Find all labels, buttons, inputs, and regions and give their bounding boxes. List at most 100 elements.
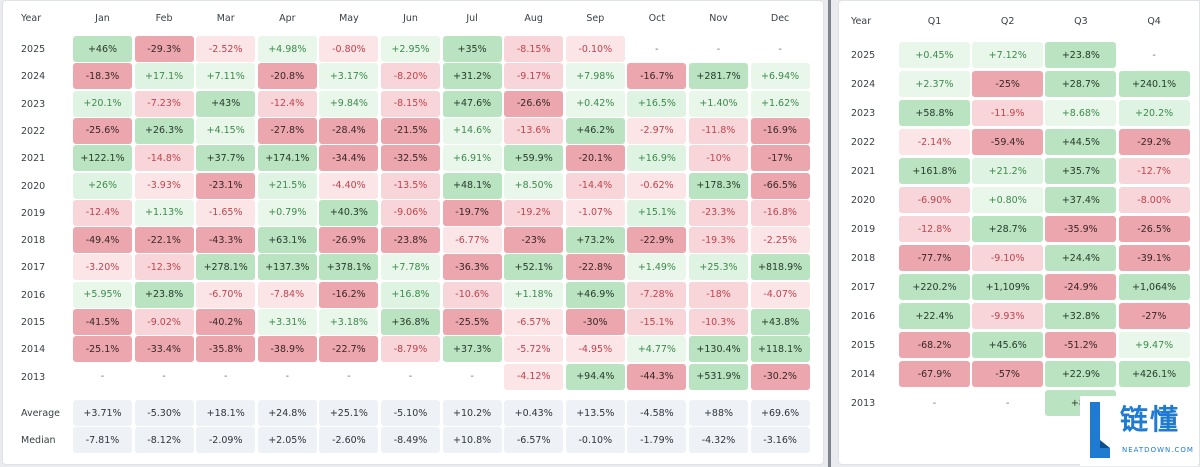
return-cell[interactable]: -26.6%: [504, 90, 564, 117]
return-cell[interactable]: +1,109%: [972, 274, 1044, 300]
return-cell[interactable]: +47.6%: [442, 90, 502, 117]
return-cell[interactable]: +23.8%: [1045, 42, 1117, 68]
return-cell[interactable]: +6.91%: [442, 145, 502, 172]
return-cell[interactable]: -: [932, 397, 937, 409]
return-cell[interactable]: -36.3%: [442, 254, 502, 281]
return-cell[interactable]: -14.8%: [134, 145, 194, 172]
return-cell[interactable]: -2.52%: [196, 36, 256, 62]
return-cell[interactable]: -51.2%: [1045, 332, 1117, 358]
return-cell[interactable]: +17.1%: [134, 63, 194, 90]
month-header-may[interactable]: May: [339, 12, 359, 24]
return-cell[interactable]: -9.17%: [504, 63, 564, 90]
return-cell[interactable]: -35.8%: [196, 336, 256, 363]
return-cell[interactable]: -4.12%: [504, 363, 564, 390]
month-header-sep[interactable]: Sep: [586, 12, 605, 24]
return-cell[interactable]: +7.98%: [565, 63, 625, 90]
return-cell[interactable]: +63.1%: [257, 227, 317, 254]
return-cell[interactable]: -: [408, 371, 413, 383]
return-cell[interactable]: +531.9%: [689, 363, 748, 390]
return-cell[interactable]: +220.2%: [899, 274, 970, 300]
return-cell[interactable]: +94.4%: [565, 363, 625, 390]
return-cell[interactable]: -16.2%: [319, 281, 379, 308]
return-cell[interactable]: +2.37%: [899, 71, 970, 97]
return-cell[interactable]: +36.8%: [381, 309, 440, 335]
return-cell[interactable]: -27%: [1118, 303, 1190, 329]
return-cell[interactable]: -17%: [750, 145, 810, 172]
month-header-jan[interactable]: Jan: [95, 12, 110, 24]
return-cell[interactable]: -30%: [565, 309, 625, 335]
return-cell[interactable]: -4.07%: [750, 281, 810, 308]
return-cell[interactable]: -25%: [972, 71, 1044, 97]
return-cell[interactable]: -24.9%: [1045, 274, 1117, 300]
return-cell[interactable]: +161.8%: [899, 158, 970, 184]
return-cell[interactable]: -: [1152, 49, 1156, 61]
return-cell[interactable]: -10.6%: [442, 281, 502, 308]
quarter-header-q2[interactable]: Q2: [1000, 15, 1015, 27]
return-cell[interactable]: +43%: [196, 90, 256, 117]
return-cell[interactable]: -11.8%: [689, 117, 748, 144]
return-cell[interactable]: -4.40%: [319, 172, 379, 199]
return-cell[interactable]: -8.79%: [381, 336, 440, 363]
return-cell[interactable]: +9.84%: [319, 90, 379, 117]
return-cell[interactable]: -59.4%: [972, 129, 1044, 155]
month-header-mar[interactable]: Mar: [216, 12, 235, 24]
return-cell[interactable]: +14.6%: [442, 117, 502, 144]
return-cell[interactable]: -23%: [504, 227, 564, 254]
return-cell[interactable]: +23.8%: [134, 281, 194, 308]
month-header-oct[interactable]: Oct: [648, 12, 666, 24]
quarter-header-q3[interactable]: Q3: [1074, 15, 1088, 27]
return-cell[interactable]: +28.7%: [1045, 71, 1117, 97]
return-cell[interactable]: -22.8%: [565, 254, 625, 281]
return-cell[interactable]: -30.2%: [750, 363, 810, 390]
return-cell[interactable]: -12.7%: [1118, 158, 1190, 184]
return-cell[interactable]: +16.9%: [627, 145, 687, 172]
return-cell[interactable]: +4.15%: [196, 117, 256, 144]
return-cell[interactable]: -43.3%: [196, 227, 256, 254]
month-header-apr[interactable]: Apr: [279, 12, 296, 24]
return-cell[interactable]: -6.57%: [504, 309, 564, 335]
return-cell[interactable]: -9.06%: [381, 199, 440, 226]
return-cell[interactable]: -18.3%: [73, 63, 132, 90]
return-cell[interactable]: -68.2%: [899, 332, 970, 358]
return-cell[interactable]: -28.4%: [319, 117, 379, 144]
return-cell[interactable]: +426.1%: [1118, 361, 1190, 387]
return-cell[interactable]: +45.6%: [972, 332, 1044, 358]
return-cell[interactable]: -10.3%: [689, 309, 748, 335]
return-cell[interactable]: -23.3%: [689, 199, 748, 226]
return-cell[interactable]: +40.3%: [319, 199, 379, 226]
return-cell[interactable]: -0.10%: [565, 36, 625, 62]
return-cell[interactable]: -7.23%: [134, 90, 194, 117]
return-cell[interactable]: -: [285, 371, 290, 383]
return-cell[interactable]: -6.70%: [196, 281, 256, 308]
return-cell[interactable]: +20.1%: [73, 90, 132, 117]
return-cell[interactable]: +174.1%: [257, 145, 317, 172]
return-cell[interactable]: -: [778, 43, 782, 55]
return-cell[interactable]: +24.4%: [1045, 245, 1117, 271]
return-cell[interactable]: -22.1%: [134, 227, 194, 254]
return-cell[interactable]: -0.80%: [319, 36, 379, 62]
quarter-header-q1[interactable]: Q1: [927, 15, 942, 27]
return-cell[interactable]: +4.98%: [257, 36, 317, 62]
return-cell[interactable]: +35.7%: [1045, 158, 1117, 184]
return-cell[interactable]: +31.2%: [442, 63, 502, 90]
return-cell[interactable]: -27.8%: [257, 117, 317, 144]
return-cell[interactable]: -10%: [689, 145, 748, 172]
return-cell[interactable]: +7.78%: [381, 254, 440, 281]
return-cell[interactable]: -49.4%: [73, 227, 132, 254]
return-cell[interactable]: +46.9%: [565, 281, 625, 308]
quarter-header-q4[interactable]: Q4: [1147, 15, 1161, 27]
return-cell[interactable]: -25.1%: [73, 336, 132, 363]
return-cell[interactable]: -12.4%: [257, 90, 317, 117]
return-cell[interactable]: -67.9%: [899, 361, 970, 387]
return-cell[interactable]: -2.25%: [750, 227, 810, 254]
return-cell[interactable]: +44.5%: [1045, 129, 1117, 155]
return-cell[interactable]: +1.40%: [689, 90, 748, 117]
return-cell[interactable]: -12.4%: [73, 199, 132, 226]
return-cell[interactable]: -: [100, 371, 105, 383]
return-cell[interactable]: -16.9%: [750, 117, 810, 144]
return-cell[interactable]: +43.8%: [750, 309, 810, 335]
return-cell[interactable]: -1.07%: [565, 199, 625, 226]
return-cell[interactable]: -: [655, 43, 659, 55]
return-cell[interactable]: -26.9%: [319, 227, 379, 254]
return-cell[interactable]: +28.7%: [972, 216, 1044, 242]
